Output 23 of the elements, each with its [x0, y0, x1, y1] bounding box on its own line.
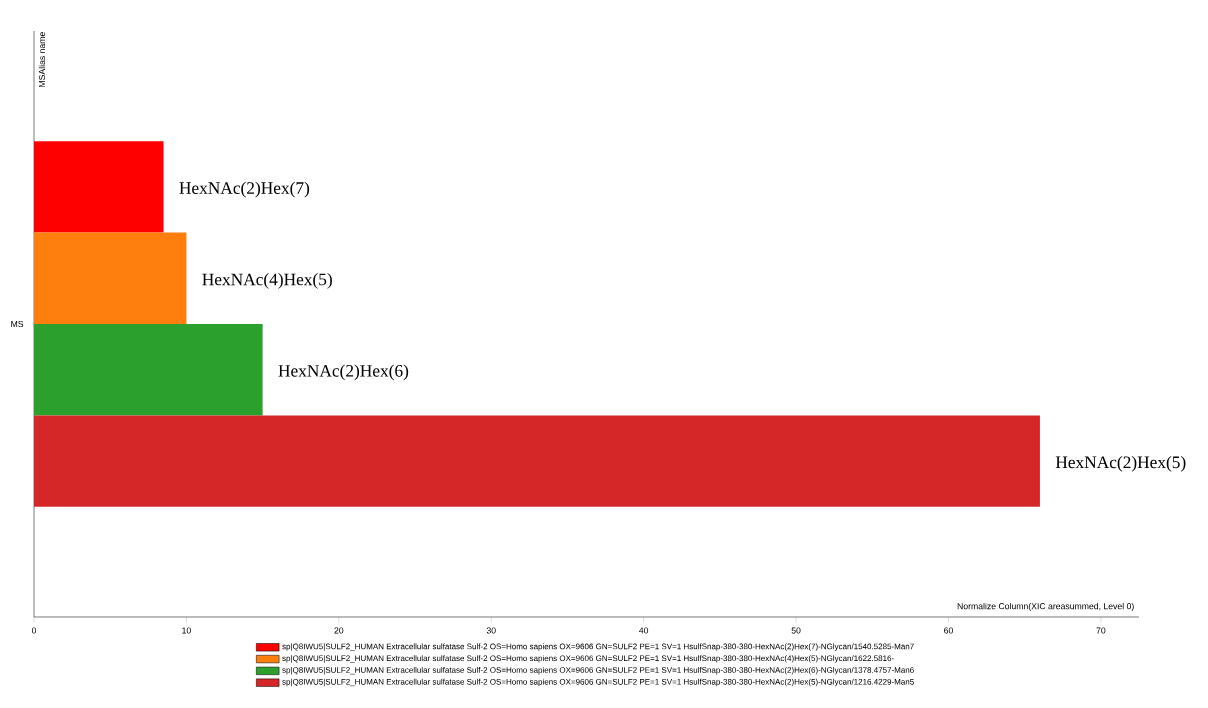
y-axis-title: MSAlias name: [38, 32, 46, 87]
legend-label: sp|Q8IWU5|SULF2_HUMAN Extracellular sulfatase Sulf-2 OS=Homo sapiens OX=9606 GN=SULF2 PE=1 SV=1 HsulfSnap-380-380-HexNAc(2)Hex(7)-NGlycan/1540.5285-Man7: [282, 643, 914, 651]
x-tick-label: 10: [182, 627, 191, 634]
x-tick-label: 30: [486, 627, 496, 634]
bar: [34, 324, 263, 416]
annotation: HexNAc(2)Hex(5): [1055, 455, 1186, 472]
x-tick-label: 60: [944, 627, 953, 634]
y-tick-label: MS: [11, 320, 24, 328]
x-tick-label: 50: [791, 627, 801, 634]
x-tick-label: 40: [639, 627, 649, 634]
bar: [34, 141, 164, 233]
annotation: HexNAc(2)Hex(6): [278, 364, 409, 381]
legend-label: sp|Q8IWU5|SULF2_HUMAN Extracellular sulfatase Sulf-2 OS=Homo sapiens OX=9606 GN=SULF2 PE=1 SV=1 HsulfSnap-380-380-HexNAc(4)Hex(5)-NGlycan/1622.5816-: [282, 655, 894, 663]
legend-label: sp|Q8IWU5|SULF2_HUMAN Extracellular sulfatase Sulf-2 OS=Homo sapiens OX=9606 GN=SULF2 PE=1 SV=1 HsulfSnap-380-380-HexNAc(2)Hex(5)-NGlycan/1216.4229-Man5: [282, 678, 914, 687]
annotation: HexNAc(2)Hex(7): [179, 181, 310, 198]
bar: [34, 232, 187, 324]
x-axis-title: Normalize Column(XIC areasummed, Level 0): [957, 602, 1134, 611]
bar: [34, 415, 1040, 507]
annotation: HexNAc(4)Hex(5): [202, 273, 332, 289]
legend-label: sp|Q8IWU5|SULF2_HUMAN Extracellular sulfatase Sulf-2 OS=Homo sapiens OX=9606 GN=SULF2 PE=1 SV=1 HsulfSnap-380-380-HexNAc(2)Hex(6)-NGlycan/1378.4757-Man6: [282, 666, 914, 675]
x-tick-label: 0: [31, 627, 37, 634]
x-tick-label: 70: [1096, 627, 1106, 634]
x-tick-label: 20: [334, 627, 344, 634]
